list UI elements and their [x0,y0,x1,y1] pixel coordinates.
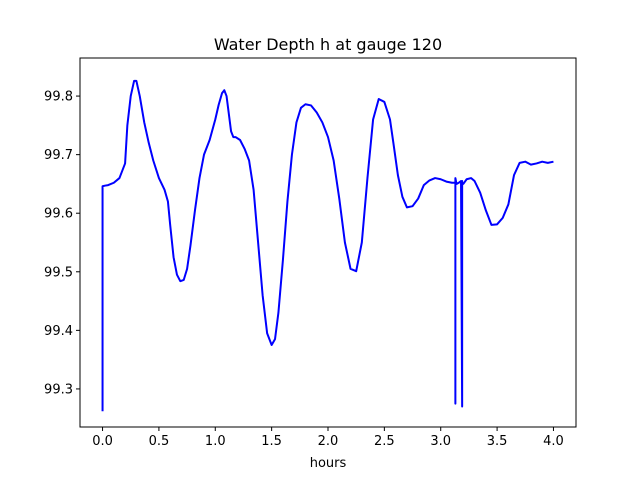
tick-marks [76,95,554,431]
x-tick-label: 0.0 [92,434,113,449]
plot-area [101,79,554,412]
x-tick-label: 2.5 [374,434,395,449]
y-tick-label: 99.7 [44,148,73,163]
x-tick-label: 1.5 [261,434,282,449]
y-tick-label: 99.4 [44,324,73,339]
y-tick-label: 99.6 [44,207,73,222]
x-axis-label: hours [310,456,347,471]
y-tick-label: 99.5 [44,265,73,280]
y-tick-label: 99.3 [44,382,73,397]
y-tick-label: 99.8 [44,90,73,105]
x-tick-label: 2.0 [318,434,339,449]
x-tick-label: 0.5 [149,434,170,449]
x-tick-label: 3.5 [487,434,508,449]
x-tick-label: 4.0 [543,434,564,449]
series-line [101,79,554,412]
x-tick-label: 3.0 [430,434,451,449]
axes-frame [79,57,577,428]
chart-title: Water Depth h at gauge 120 [214,35,442,54]
x-tick-label: 1.0 [205,434,226,449]
